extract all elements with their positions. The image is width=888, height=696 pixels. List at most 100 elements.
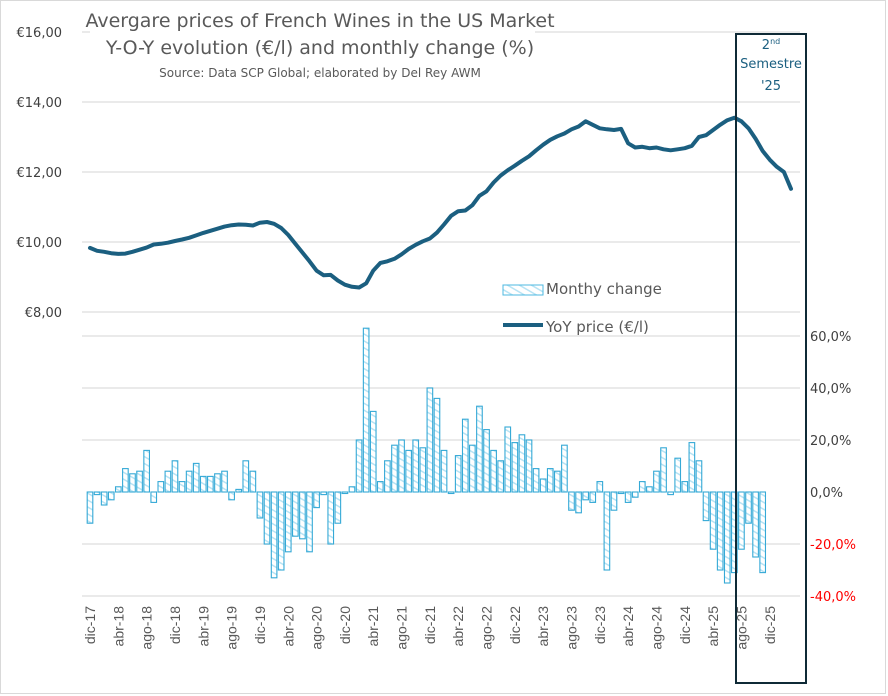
monthly-change-bar	[553, 470, 561, 493]
monthly-change-bar	[270, 491, 278, 579]
x-axis-tick-label: dic-22	[507, 606, 523, 644]
monthly-change-bar	[716, 491, 724, 571]
x-axis-tick-label: abr-23	[535, 606, 551, 647]
yoy-price-line-group	[88, 115, 793, 290]
monthly-change-bar	[313, 491, 320, 509]
monthly-change-bar	[511, 442, 519, 493]
right-axis-tick-label: -20,0%	[810, 538, 856, 553]
x-axis-tick-label: abr-21	[365, 606, 381, 647]
monthly-change-bar	[228, 491, 235, 501]
monthly-change-bar	[207, 475, 214, 493]
highlight-label-semester: Semestre	[740, 57, 802, 72]
x-axis-tick-label: abr-22	[450, 606, 466, 647]
legend-bar-swatch	[502, 284, 544, 296]
monthly-change-bar	[171, 460, 179, 493]
monthly-change-bar	[688, 442, 696, 493]
monthly-change-bar	[114, 486, 122, 493]
monthly-change-bar	[107, 491, 115, 501]
monthly-change-bar	[412, 439, 420, 493]
monthly-change-bar	[157, 481, 165, 493]
left-axis-tick-label: €8,00	[25, 306, 62, 321]
monthly-change-bar	[391, 444, 398, 493]
monthly-change-bar	[242, 460, 250, 493]
x-axis-tick-label: abr-18	[110, 606, 126, 647]
monthly-change-bar	[419, 447, 427, 493]
monthly-change-bars	[86, 327, 767, 584]
monthly-change-bar	[164, 470, 172, 493]
x-axis-tick-label: ago-25	[733, 606, 749, 650]
monthly-change-bar	[320, 491, 328, 496]
monthly-change-bar	[518, 434, 526, 493]
gridlines	[82, 31, 800, 597]
monthly-change-bar	[256, 491, 264, 519]
left-axis-tick-label: €14,00	[17, 96, 63, 111]
monthly-change-bar	[221, 470, 228, 493]
monthly-change-bar	[447, 491, 455, 495]
left-axis-tick-label: €16,00	[17, 26, 63, 41]
legend-monthly-change: Monthy change	[546, 280, 662, 298]
monthly-change-bar	[199, 475, 207, 493]
left-axis-tick-label: €12,00	[17, 166, 63, 181]
x-axis-tick-label: ago-18	[139, 606, 155, 650]
monthly-change-bar	[129, 473, 136, 493]
chart-title: Avergare prices of French Wines in the U…	[85, 10, 554, 32]
x-axis-tick-label: dic-21	[422, 606, 438, 644]
monthly-change-bar	[674, 457, 682, 493]
monthly-change-bar	[355, 439, 363, 493]
monthly-change-bar	[93, 491, 101, 496]
x-axis-tick-label: abr-20	[280, 606, 296, 647]
monthly-change-bar	[369, 410, 377, 493]
monthly-change-bar	[299, 491, 306, 540]
x-axis-tick-label: dic-23	[592, 606, 608, 644]
monthly-change-bar	[178, 481, 186, 493]
monthly-change-bar	[610, 491, 618, 511]
monthly-change-bar	[497, 460, 505, 493]
monthly-change-bar	[546, 468, 554, 493]
monthly-change-bar	[709, 491, 717, 550]
monthly-change-bar	[384, 460, 391, 493]
monthly-change-bar	[596, 481, 604, 493]
monthly-change-bar	[624, 491, 632, 503]
monthly-change-bar	[405, 449, 412, 493]
monthly-change-bar	[476, 405, 483, 493]
x-axis-tick-label: ago-23	[564, 606, 580, 650]
monthly-change-bar	[631, 491, 639, 498]
x-axis-tick-label: dic-20	[337, 606, 353, 644]
monthly-change-bar	[376, 481, 384, 493]
monthly-change-bar	[249, 470, 257, 493]
monthly-change-bar	[745, 491, 752, 524]
x-axis-tick-label: ago-24	[649, 606, 665, 650]
monthly-change-bar	[185, 470, 193, 493]
yoy-price-line	[88, 115, 793, 290]
monthly-change-bar	[738, 491, 745, 550]
monthly-change-bar	[263, 491, 271, 545]
monthly-change-bar	[426, 387, 434, 493]
monthly-change-bar	[695, 460, 703, 493]
monthly-change-bar	[291, 491, 299, 537]
monthly-change-bar	[306, 491, 313, 553]
monthly-change-bar	[86, 491, 94, 524]
x-axis-tick-label: dic-17	[82, 606, 98, 644]
monthly-change-bar	[589, 491, 597, 503]
right-axis-tick-label: 60,0%	[810, 330, 851, 345]
monthly-change-bar	[398, 439, 405, 493]
monthly-change-bar	[461, 418, 469, 493]
monthly-change-bar	[136, 470, 143, 493]
highlight-label-suffix: nd	[770, 37, 780, 46]
chart-source: Source: Data SCP Global; elaborated by D…	[159, 66, 481, 80]
monthly-change-bar	[759, 491, 767, 574]
left-axis-ticks: €16,00 €14,00 €12,00 €10,00 €8,00	[17, 26, 63, 321]
right-axis-tick-label: 0,0%	[810, 486, 843, 501]
monthly-change-bar	[638, 481, 646, 493]
right-axis-ticks: 60,0% 40,0% 20,0% 0,0% -20,0% -40,0%	[810, 330, 856, 605]
monthly-change-bar	[192, 462, 200, 493]
legend: Monthy change YoY price (€/l)	[502, 280, 662, 336]
monthly-change-bar	[150, 491, 158, 503]
x-axis-ticks: dic-17 abr-18 ago-18 dic-18 abr-19 ago-19 dic-…	[82, 606, 778, 650]
monthly-change-bar	[702, 491, 710, 522]
x-axis-tick-label: ago-20	[309, 606, 325, 650]
x-axis-tick-label: ago-19	[224, 606, 240, 650]
x-axis-tick-label: abr-19	[195, 606, 211, 647]
